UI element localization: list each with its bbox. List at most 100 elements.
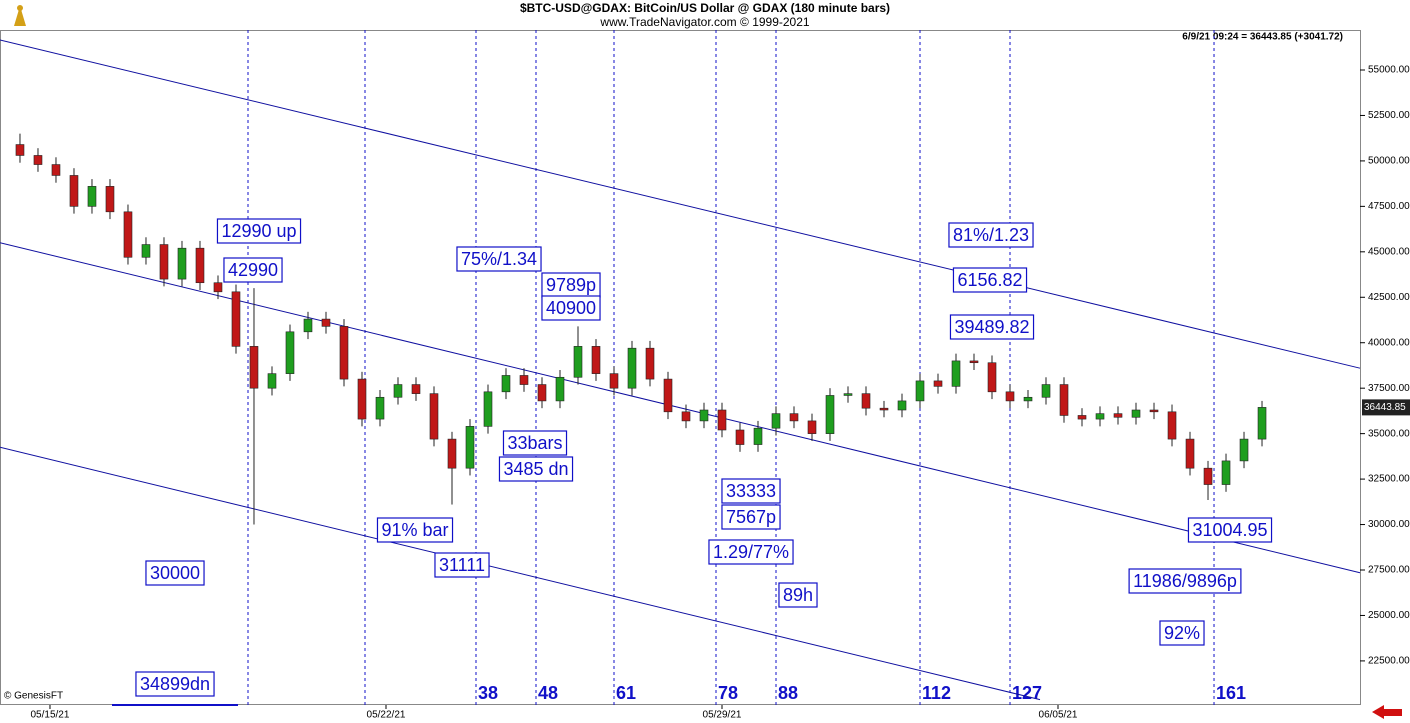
cycle-label: 78 (718, 683, 738, 703)
x-tick-label: 06/05/21 (1039, 710, 1078, 721)
candle-body (69, 175, 79, 207)
annotation-box (952, 267, 1028, 293)
annotation: 6156.82 (957, 270, 1022, 290)
x-tick-label: 05/29/21 (703, 710, 742, 721)
annotation: 33bars (507, 433, 562, 453)
candle-body (177, 247, 187, 280)
annotation-box (145, 560, 205, 586)
chart-subtitle: www.TradeNavigator.com © 1999-2021 (599, 15, 809, 29)
annotation-box (1128, 568, 1242, 594)
trendline (0, 39, 1361, 369)
candle-body (1221, 460, 1231, 485)
candle-body (465, 426, 475, 469)
annotation-box (456, 246, 542, 272)
candle-body (519, 375, 529, 385)
y-tick-label: 47500.00 (1368, 201, 1410, 212)
candle-body (411, 384, 421, 394)
candle-body (393, 384, 403, 398)
candle-body (1131, 409, 1141, 418)
candle-body (159, 244, 169, 280)
annotation: 40900 (546, 298, 596, 318)
candle-body (825, 395, 835, 434)
candle-body (501, 375, 511, 393)
annotation: 33333 (726, 481, 776, 501)
annotation-box (223, 257, 283, 283)
candle-body (1167, 411, 1177, 440)
annotation-box (721, 478, 781, 504)
candle-body (555, 376, 565, 402)
candle-body (267, 373, 277, 389)
candle-body (15, 144, 25, 156)
annotation: 34899dn (140, 674, 210, 694)
cycle-label: 61 (616, 683, 636, 703)
annotation-box (135, 671, 215, 697)
candle-body (51, 164, 61, 176)
annotation-box (948, 222, 1034, 248)
candle-body (663, 378, 673, 413)
plot-frame (0, 30, 1361, 705)
scroll-arrow[interactable] (1372, 705, 1402, 719)
credit: © GenesisFT (4, 691, 63, 702)
candle-body (537, 384, 547, 402)
x-tick-label: 05/22/21 (367, 710, 406, 721)
y-tick-label: 32500.00 (1368, 474, 1410, 485)
cycle-label: 88 (778, 683, 798, 703)
candle-body (339, 326, 349, 380)
candle-body (123, 211, 133, 258)
y-tick-label: 30000.00 (1368, 519, 1410, 530)
cycle-label: 48 (538, 683, 558, 703)
candle-body (483, 391, 493, 427)
x-tick-label: 05/15/21 (31, 710, 70, 721)
candle-body (969, 360, 979, 364)
candle-body (303, 318, 313, 333)
candle-body (933, 380, 943, 387)
annotation: 89h (783, 585, 813, 605)
annotation: 42990 (228, 260, 278, 280)
annotation-box (721, 504, 781, 530)
y-tick-label: 50000.00 (1368, 156, 1410, 167)
annotation: 92% (1164, 623, 1200, 643)
annotation: 75%/1.34 (461, 249, 537, 269)
candle-body (1077, 415, 1087, 420)
candle-body (915, 380, 925, 402)
candle-body (987, 362, 997, 393)
y-tick-label: 27500.00 (1368, 565, 1410, 576)
candle-body (879, 407, 889, 411)
candle-body (717, 409, 727, 431)
annotation-box (1187, 517, 1273, 543)
candle-body (645, 347, 655, 380)
candle-body (1203, 467, 1213, 485)
annotation: 81%/1.23 (953, 225, 1029, 245)
annotation: 30000 (150, 563, 200, 583)
candle-body (1095, 413, 1105, 420)
candle-body (105, 186, 115, 213)
y-tick-label: 40000.00 (1368, 337, 1410, 348)
annotation-box (949, 314, 1035, 340)
candle-body (429, 393, 439, 440)
candle-body (591, 346, 601, 374)
candle-body (1113, 413, 1123, 418)
y-tick-label: 22500.00 (1368, 656, 1410, 667)
cycle-label: 127 (1012, 683, 1042, 703)
candle-body (897, 400, 907, 411)
annotation-box (498, 456, 574, 482)
candle-body (627, 347, 637, 389)
candle-body (1059, 384, 1069, 416)
candle-body (807, 420, 817, 434)
y-tick-label: 55000.00 (1368, 65, 1410, 76)
annotation-box (541, 295, 601, 321)
y-tick-label: 52500.00 (1368, 110, 1410, 121)
candle-body (447, 438, 457, 469)
annotation-box (216, 218, 302, 244)
candle-body (195, 247, 205, 284)
candle-body (1185, 438, 1195, 469)
candle-body (321, 318, 331, 327)
trendline (0, 242, 1361, 574)
y-tick-label: 25000.00 (1368, 610, 1410, 621)
annotation: 39489.82 (954, 317, 1029, 337)
annotation: 11986/9896p (1133, 571, 1237, 591)
annotation-box (376, 517, 454, 543)
candle-body (1041, 384, 1051, 398)
candle-body (1257, 407, 1267, 440)
